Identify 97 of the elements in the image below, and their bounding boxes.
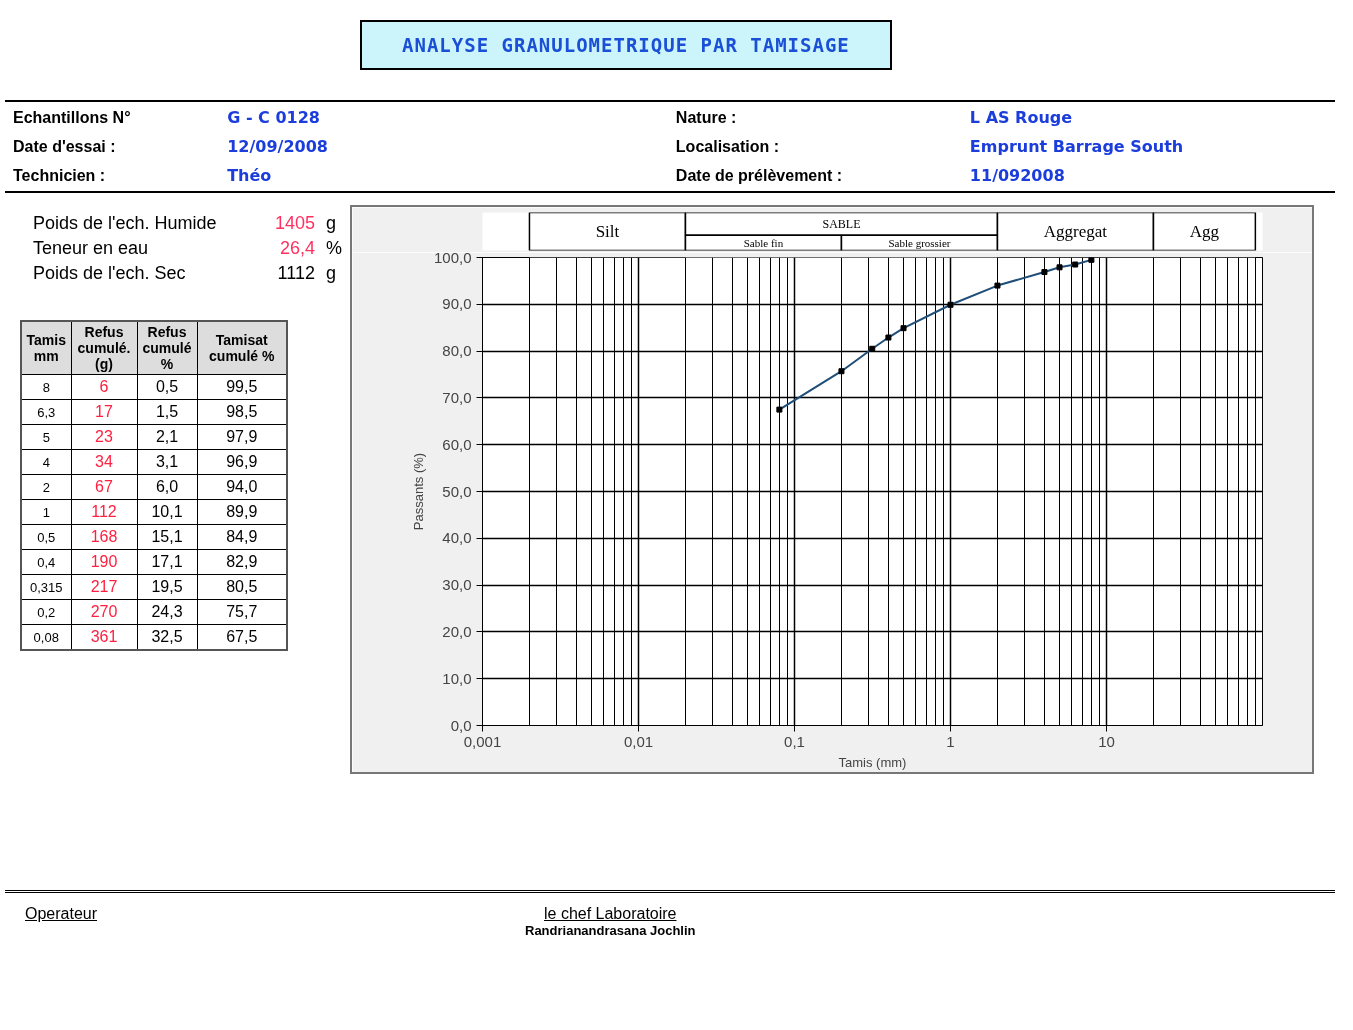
- text: 1112: [276, 262, 316, 285]
- y-tick-label: 80,0: [442, 342, 472, 360]
- x-tick-label: 0,001: [463, 732, 502, 750]
- text: Echantillons N°: [12, 107, 132, 128]
- text: Emprunt Barrage South: [968, 136, 1185, 158]
- x-tick-label: 1: [946, 732, 955, 750]
- text: 0,2: [21, 599, 71, 625]
- text: Teneur en eau: [32, 237, 150, 260]
- text: 270: [71, 599, 137, 625]
- text: 0,5: [137, 374, 197, 400]
- text: 98,5: [197, 399, 287, 425]
- x-axis-title: Tamis (mm): [838, 754, 907, 770]
- text: Refus cumulé.(g): [71, 321, 137, 375]
- y-tick-label: 50,0: [442, 482, 472, 500]
- y-tick-label: 100,0: [433, 248, 472, 266]
- text: 34: [71, 449, 137, 475]
- text: g: [325, 262, 337, 285]
- text: 11/092008: [968, 165, 1066, 187]
- text: Operateur: [24, 905, 99, 924]
- text: 32,5: [137, 624, 197, 650]
- text: 5: [21, 424, 71, 450]
- text: 0,315: [21, 574, 71, 600]
- text: Poids de l'ech. Humide: [32, 212, 218, 235]
- text: 94,0: [197, 474, 287, 500]
- text: Date d'essai :: [12, 136, 117, 157]
- text: 168: [71, 524, 137, 550]
- y-axis-title: Passants (%): [410, 452, 426, 531]
- text: 0,4: [21, 549, 71, 575]
- text: 361: [71, 624, 137, 650]
- text: 82,9: [197, 549, 287, 575]
- x-tick-label: 0,01: [623, 732, 654, 750]
- y-tick-label: 30,0: [442, 576, 472, 594]
- band-label: Agg: [1189, 222, 1220, 241]
- y-tick-label: 70,0: [442, 388, 472, 406]
- band-label: Silt: [595, 222, 620, 241]
- text: %: [325, 237, 343, 260]
- text: Tamis mm: [21, 321, 71, 375]
- y-tick-label: 40,0: [442, 529, 472, 547]
- text: 1,5: [137, 399, 197, 425]
- chart-title: ANALYSE GRANULOMETRIQUE PAR TAMISAGE: [360, 20, 892, 70]
- text: Refus cumulé %: [137, 321, 197, 375]
- text: 2: [21, 474, 71, 500]
- text: 4: [21, 449, 71, 475]
- text: 15,1: [137, 524, 197, 550]
- text: 190: [71, 549, 137, 575]
- text: 80,5: [197, 574, 287, 600]
- text: 97,9: [197, 424, 287, 450]
- text: Technicien :: [12, 165, 107, 186]
- x-tick-label: 10: [1098, 732, 1115, 750]
- text: 84,9: [197, 524, 287, 550]
- text: 17: [71, 399, 137, 425]
- text: Théo: [226, 165, 273, 187]
- text: 67,5: [197, 624, 287, 650]
- text: 3,1: [137, 449, 197, 475]
- text: Localisation :: [674, 136, 780, 157]
- y-tick-label: 20,0: [442, 622, 472, 640]
- text: Date de prélèvement :: [674, 165, 844, 186]
- text: 0,08: [21, 624, 71, 650]
- text: Randrianandrasana Jochlin: [525, 923, 696, 938]
- text: 23: [71, 424, 137, 450]
- text: 26,4: [278, 237, 316, 260]
- band-label: Aggregat: [1043, 222, 1108, 241]
- text: 24,3: [137, 599, 197, 625]
- text: 10,1: [137, 499, 197, 525]
- y-tick-label: 10,0: [442, 669, 472, 687]
- text: 2,1: [137, 424, 197, 450]
- y-tick-label: 90,0: [442, 295, 472, 313]
- text: le chef Laboratoire: [543, 905, 678, 923]
- text: L AS Rouge: [968, 107, 1074, 129]
- band-label: Sable fin: [743, 236, 784, 249]
- text: Tamisat cumulé %: [197, 321, 287, 375]
- x-tick-label: 0,1: [784, 732, 805, 750]
- text: Nature :: [674, 107, 738, 128]
- text: 67: [71, 474, 137, 500]
- y-tick-label: 0,0: [450, 716, 472, 734]
- text: Poids de l'ech. Sec: [32, 262, 187, 285]
- text: 6,0: [137, 474, 197, 500]
- text: 1405: [273, 212, 316, 235]
- text: 6,3: [21, 399, 71, 425]
- text: 8: [21, 374, 71, 400]
- text: 12/09/2008: [226, 136, 329, 158]
- text: 19,5: [137, 574, 197, 600]
- text: 75,7: [197, 599, 287, 625]
- text: 96,9: [197, 449, 287, 475]
- y-tick-label: 60,0: [442, 435, 472, 453]
- text: 1: [21, 499, 71, 525]
- text: 112: [71, 499, 137, 525]
- text: 99,5: [197, 374, 287, 400]
- band-label: Sable grossier: [888, 236, 951, 249]
- text: G - C 0128: [226, 107, 321, 129]
- band-label: SABLE: [822, 216, 861, 231]
- text: 0,5: [21, 524, 71, 550]
- text: 6: [71, 374, 137, 400]
- text: 17,1: [137, 549, 197, 575]
- text: g: [325, 212, 337, 235]
- text: 217: [71, 574, 137, 600]
- text: 89,9: [197, 499, 287, 525]
